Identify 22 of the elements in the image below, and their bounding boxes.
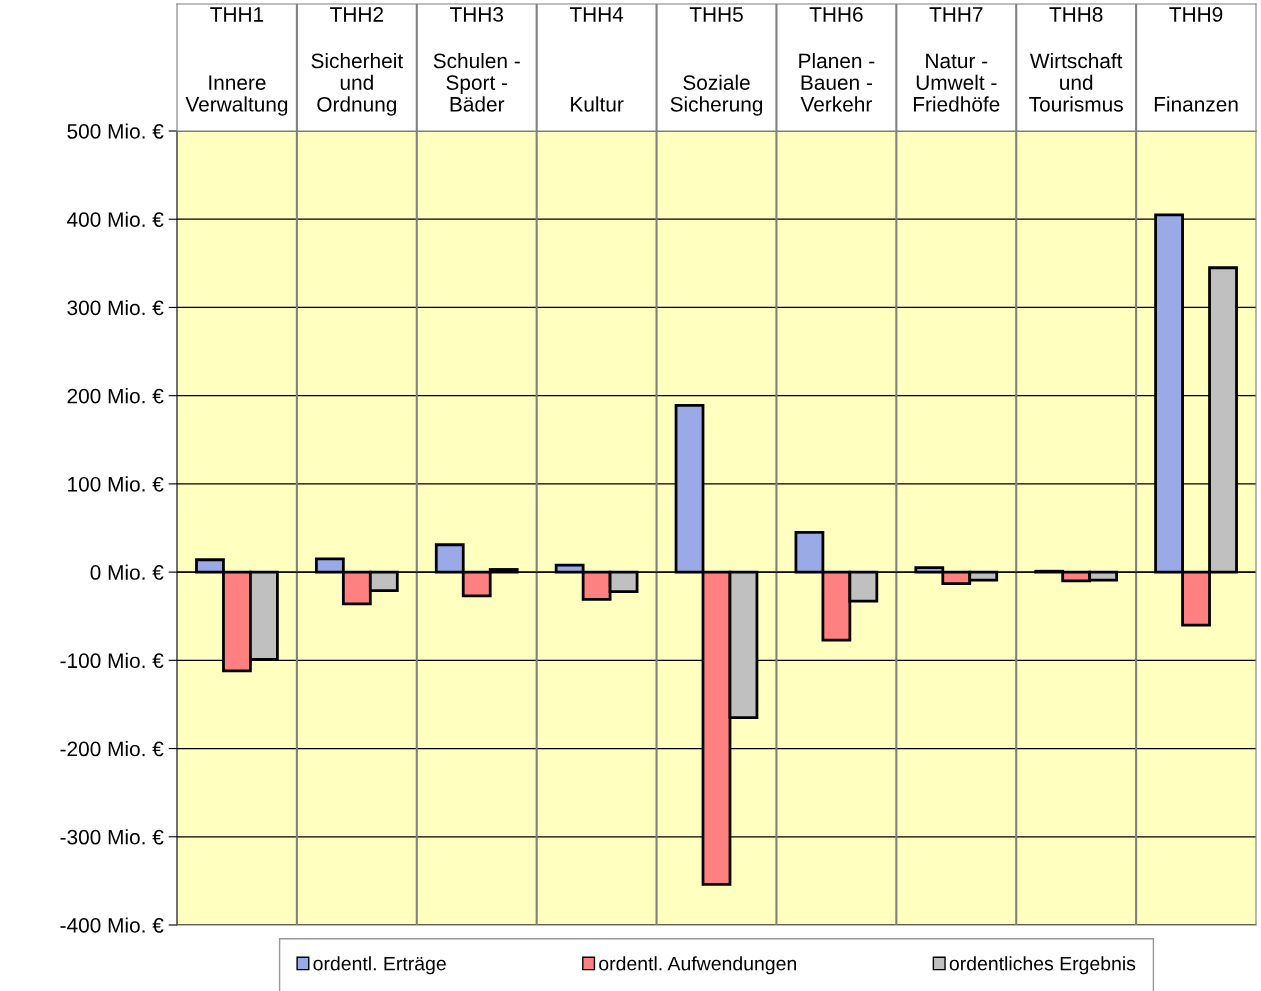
category-label: THH7 Natur - Umwelt - Friedhöfe	[913, 7, 1000, 112]
y-tick-label: 200 Mio. €	[67, 388, 164, 404]
y-tick-label: 500 Mio. €	[67, 123, 164, 139]
category-label: THH1 Innere Verwaltung	[185, 7, 288, 116]
category-label: THH9 Finanzen	[1154, 7, 1238, 112]
category-label: THH8 Wirtschaft und Tourismus	[1029, 7, 1123, 112]
legend-label: ordentliches Ergebnis	[949, 956, 1136, 975]
category-label: THH6 Planen - Bauen - Verkehr	[799, 7, 875, 112]
category-label: THH3 Schulen - Sport - Bäder	[433, 7, 520, 112]
y-tick-label: -200 Mio. €	[60, 741, 164, 757]
category-label: THH2 Sicherheit und Ordnung	[311, 7, 403, 116]
y-tick-label: 0 Mio. €	[90, 564, 164, 580]
y-tick-label: -400 Mio. €	[60, 917, 164, 933]
y-tick-label: 300 Mio. €	[67, 299, 164, 316]
category-label: THH4 Kultur	[569, 7, 624, 112]
legend-label: ordentl. Aufwendungen	[599, 956, 796, 975]
y-tick-label: -100 Mio. €	[60, 652, 164, 669]
legend-label: ordentl. Erträge	[313, 956, 446, 975]
y-tick-label: 400 Mio. €	[67, 211, 164, 227]
y-tick-label: 100 Mio. €	[68, 476, 164, 492]
category-label: THH5 Soziale Sicherung	[670, 7, 763, 116]
y-tick-label: -300 Mio. €	[60, 829, 164, 845]
